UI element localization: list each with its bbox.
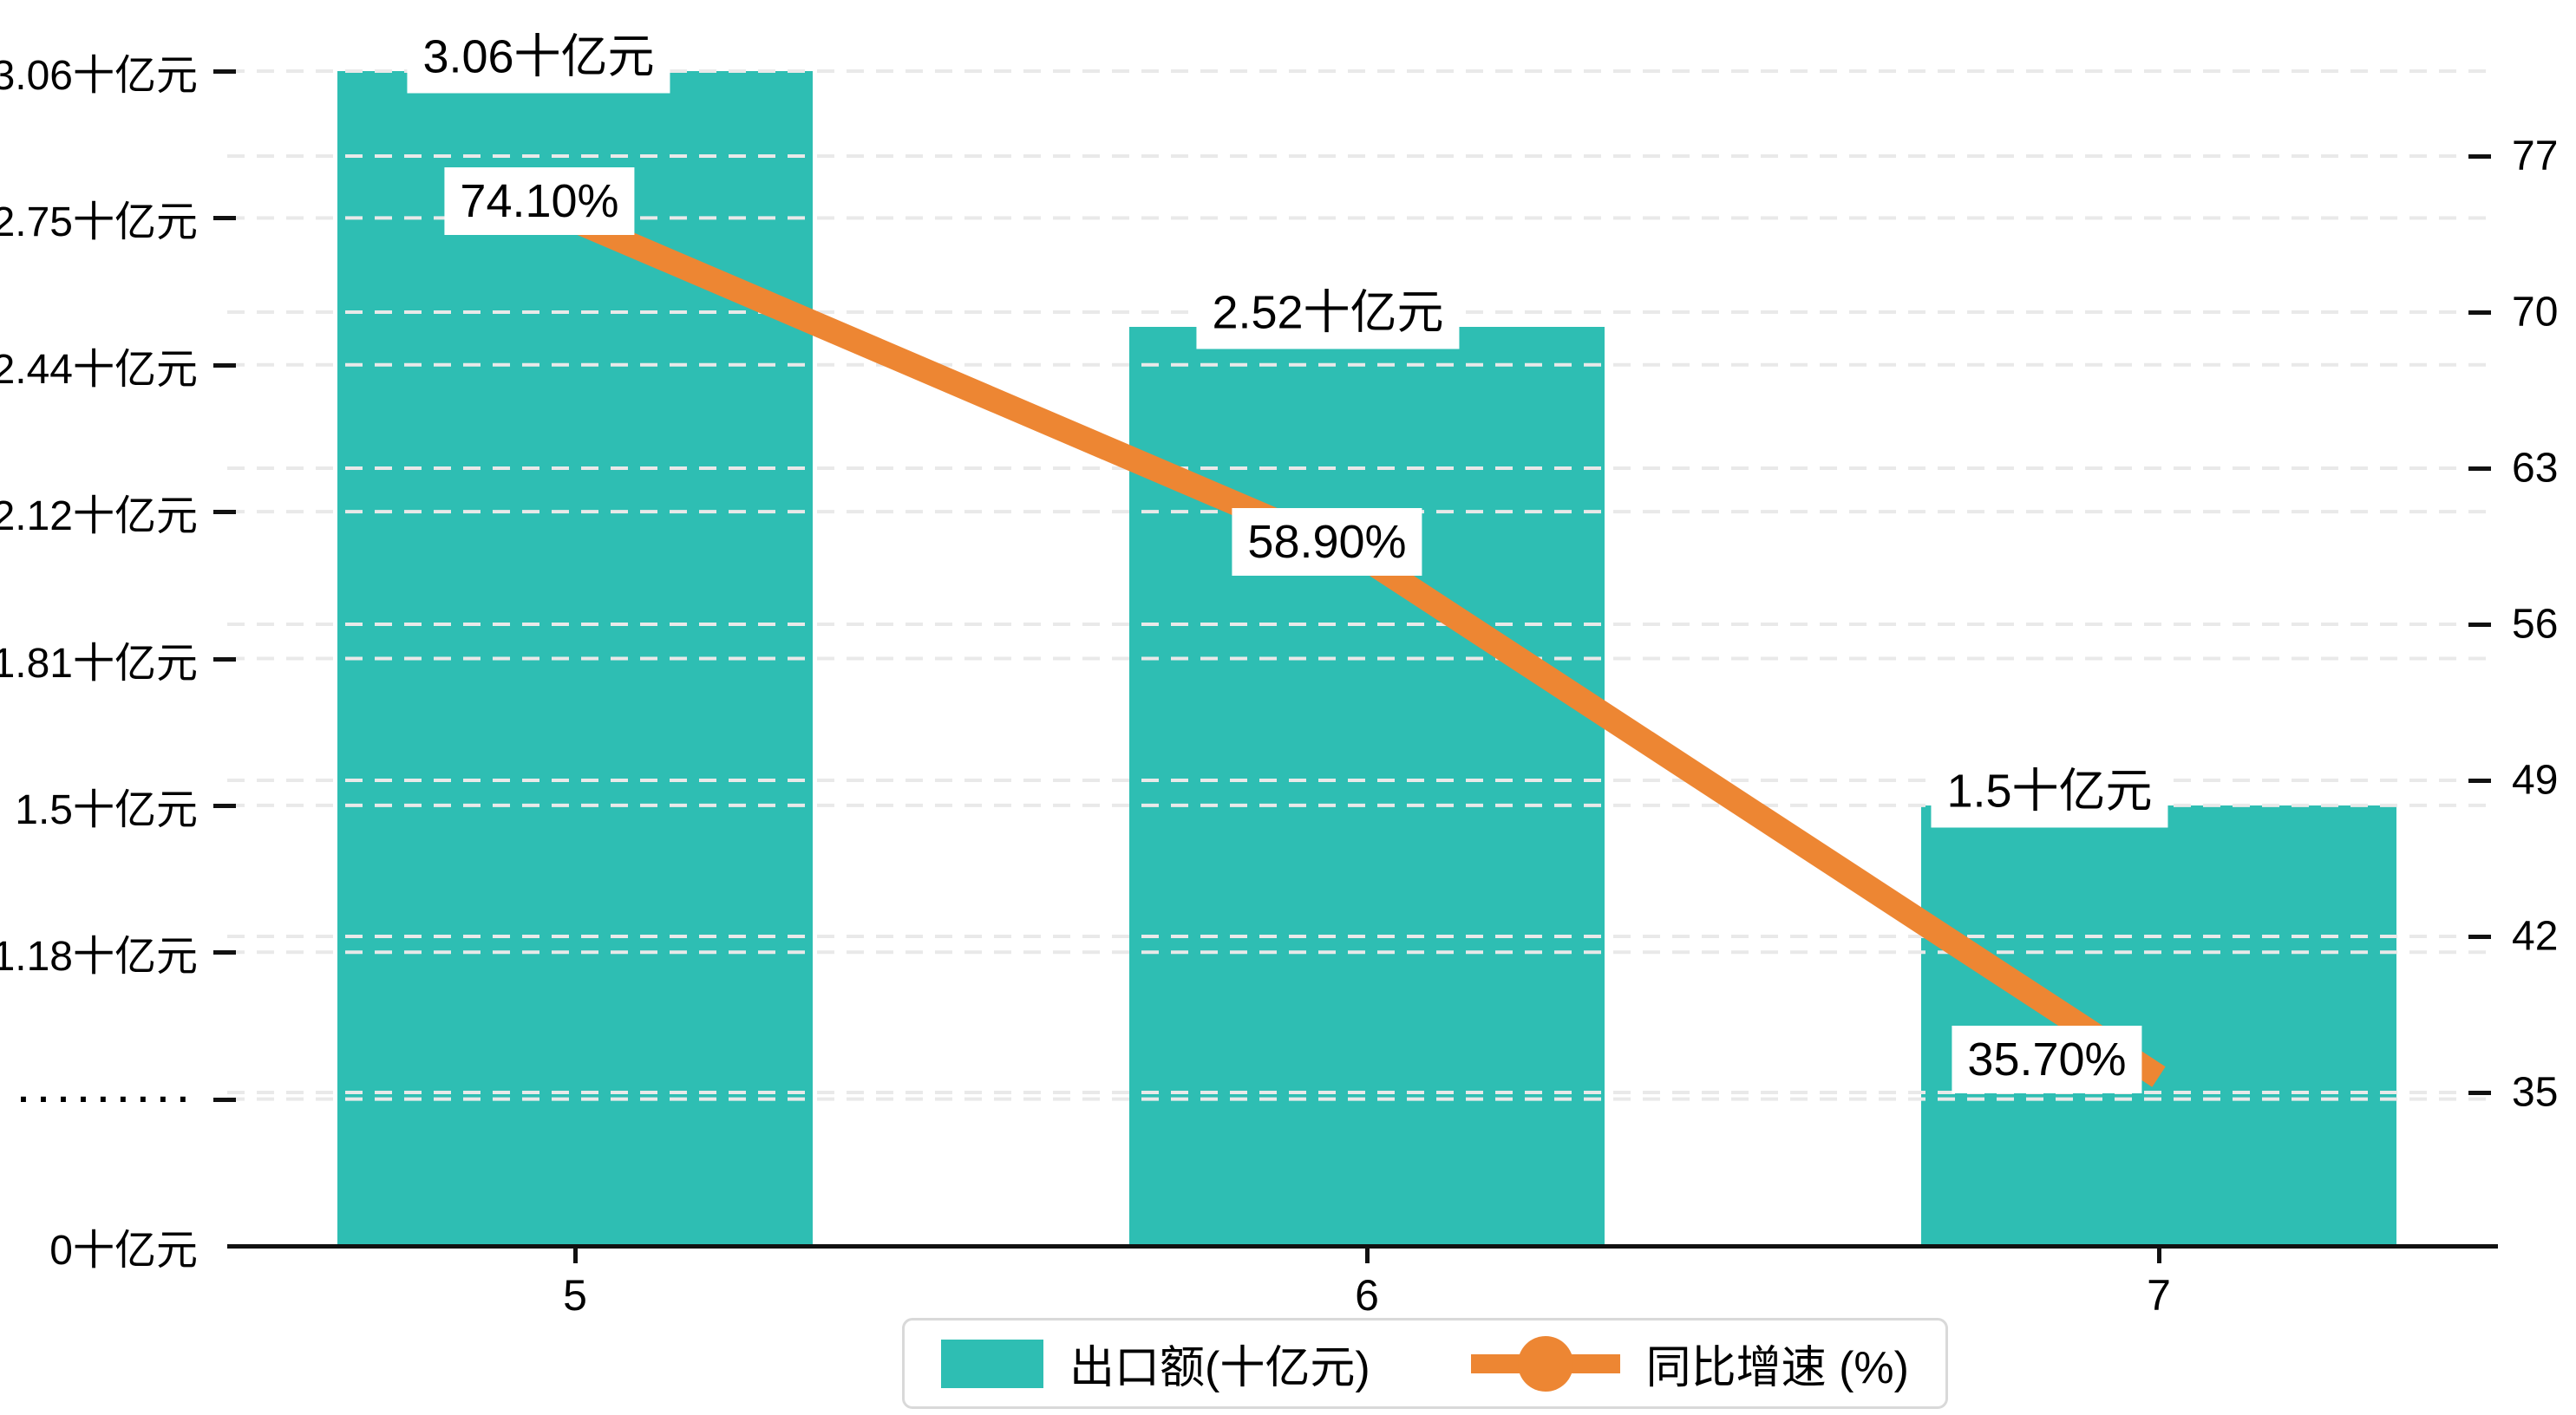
x-axis-tick-mark (1365, 1249, 1370, 1263)
x-axis-tick-mark (2157, 1249, 2161, 1263)
left-axis-tick-mark (213, 656, 236, 662)
right-axis-tick-label: 42 (2512, 913, 2559, 960)
left-axis-tick-label: 2.44十亿元 (0, 346, 198, 393)
left-axis-tick-mark (213, 362, 236, 368)
line-marker-dot-icon (1517, 1335, 1573, 1392)
left-axis-tick-mark (213, 950, 236, 955)
left-axis-tick-label: 2.75十亿元 (0, 199, 198, 246)
legend: 出口额(十亿元) 同比增速 (%) (902, 1318, 1948, 1409)
left-axis-tick-mark (213, 510, 236, 515)
right-axis-tick-mark (2468, 154, 2491, 159)
left-axis-tick-mark (213, 216, 236, 221)
left-axis-tick-label: 1.18十亿元 (0, 934, 198, 981)
line-series-label: 同比增速 (%) (1645, 1343, 1909, 1393)
export-bar (1921, 805, 2396, 1246)
growth-value-label: 35.70% (1952, 1026, 2142, 1093)
x-axis-tick-mark (573, 1249, 578, 1263)
left-axis-tick-label: 2.12十亿元 (0, 493, 198, 540)
legend-item-exports: 出口额(十亿元) (941, 1331, 1370, 1396)
left-axis-tick-label: ········· (18, 1078, 198, 1119)
right-axis-tick-label: 49 (2512, 757, 2559, 804)
line-series-marker (1470, 1335, 1620, 1392)
left-axis-tick-label: 1.5十亿元 (15, 786, 198, 833)
bar-series-swatch (941, 1339, 1043, 1388)
left-axis-tick-mark (213, 803, 236, 808)
bar-value-label: 3.06十亿元 (407, 10, 670, 94)
right-axis-tick-label: 77 (2512, 133, 2559, 179)
left-axis-tick-mark (213, 69, 236, 74)
right-axis-tick-mark (2468, 779, 2491, 783)
right-axis-tick-mark (2468, 310, 2491, 315)
right-axis-tick-mark (2468, 1091, 2491, 1095)
left-axis-tick-mark (213, 1097, 236, 1102)
left-axis-tick-label: 0十亿元 (49, 1228, 198, 1274)
x-axis-tick-label: 5 (563, 1271, 587, 1320)
bar-series-label: 出口额(十亿元) (1069, 1343, 1370, 1393)
bar-value-label: 2.52十亿元 (1196, 266, 1460, 349)
x-axis-tick-label: 7 (2147, 1271, 2171, 1320)
right-axis-tick-mark (2468, 623, 2491, 627)
legend-item-growth: 同比增速 (%) (1370, 1331, 1909, 1396)
growth-value-label: 58.90% (1232, 508, 1422, 577)
right-axis-tick-label: 35 (2512, 1069, 2559, 1116)
right-axis-tick-mark (2468, 466, 2491, 471)
x-axis-tick-label: 6 (1355, 1271, 1379, 1320)
bar-value-label: 1.5十亿元 (1931, 745, 2168, 828)
left-axis-tick-label: 1.81十亿元 (0, 640, 198, 687)
right-axis-tick-mark (2468, 935, 2491, 939)
x-axis-line (227, 1244, 2498, 1249)
right-axis-tick-label: 70 (2512, 289, 2559, 336)
left-axis-tick-label: 3.06十亿元 (0, 53, 198, 99)
right-axis-tick-label: 63 (2512, 445, 2559, 492)
growth-value-label: 74.10% (444, 166, 635, 235)
right-axis-tick-label: 56 (2512, 601, 2559, 648)
